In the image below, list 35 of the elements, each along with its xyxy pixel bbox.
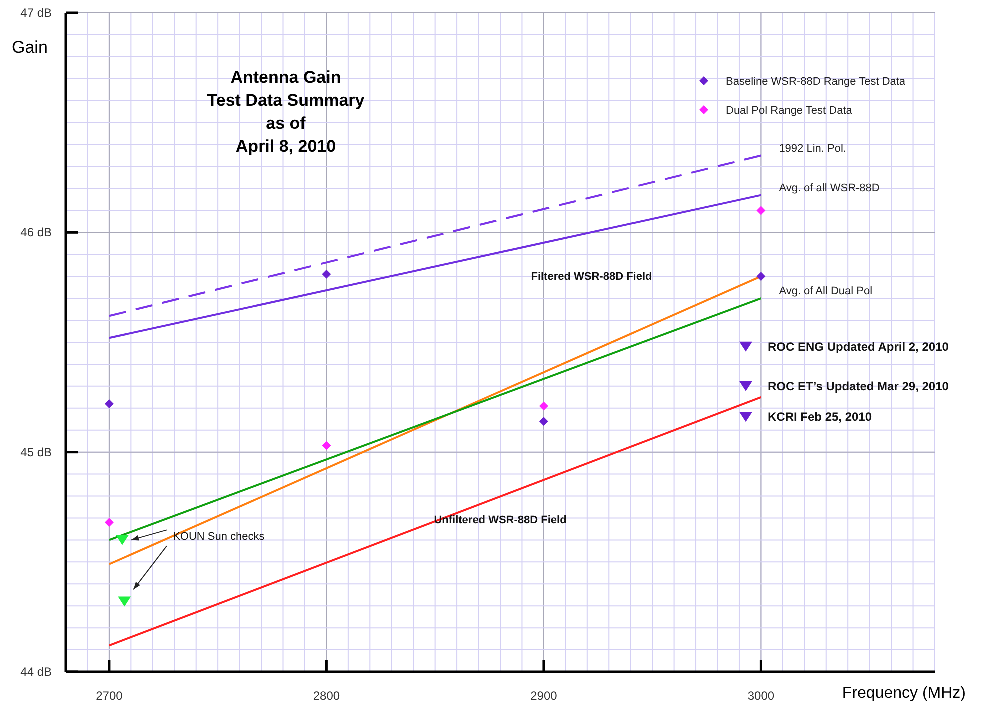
series-label: Avg. of All Dual Pol [779,286,873,298]
legend-label: Baseline WSR-88D Range Test Data [726,76,906,88]
point [539,402,548,411]
x-tick-label: 2800 [313,689,340,703]
point [756,272,766,282]
x-tick-label: 2700 [96,689,124,703]
point [116,535,129,546]
point [739,342,752,352]
y-axis-title: Gain [12,38,48,57]
point [118,596,132,607]
series-label: 1992 Lin. Pol. [779,142,846,155]
point [739,381,752,392]
annotation: Filtered WSR-88D Field [531,270,652,283]
point [104,518,114,528]
point [322,270,332,279]
annotation: KOUN Sun checks [173,531,266,544]
series-label: Avg. of all WSR-88D [779,182,880,194]
y-tick-label: 46 dB [20,226,52,240]
y-tick-label: 47 dB [20,6,52,20]
point [104,400,114,409]
x-tick-label: 2900 [530,689,558,703]
series-label: ROC ET’s Updated Mar 29, 2010 [768,379,950,394]
x-tick-label: 3000 [748,689,775,703]
series-label: KCRI Feb 25, 2010 [768,410,872,424]
point [739,412,752,422]
point [322,441,332,450]
series-label: ROC ENG Updated April 2, 2010 [768,340,950,354]
point [539,417,548,426]
annotation: Unfiltered WSR-88D Field [434,514,567,527]
x-axis-title: Frequency (MHz) [842,685,966,702]
point [756,206,766,216]
legend-label: Dual Pol Range Test Data [726,105,854,117]
y-tick-label: 45 dB [20,445,52,460]
text: Antenna Gain Test Data Summary as of April 8, 2010 [207,68,366,156]
y-tick-label: 44 dB [20,665,52,679]
